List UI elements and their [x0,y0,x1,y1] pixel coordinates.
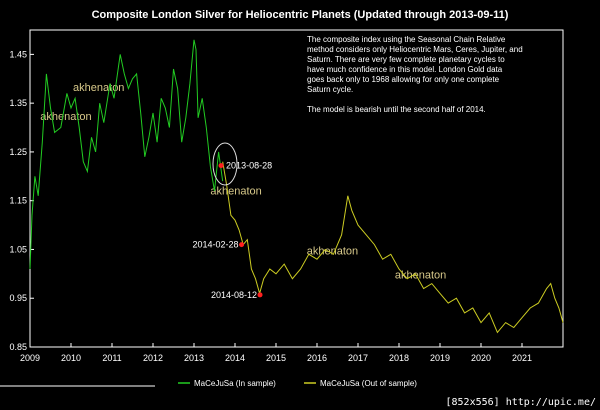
series-line-in-sample [29,39,224,270]
watermark-label: akhenaton [210,185,261,197]
y-tick-label: 1.15 [9,196,27,206]
legend-label: MaCeJuSa (Out of sample) [320,379,417,388]
series-lines [29,39,564,334]
highlight-point-label: 2014-02-28 [193,240,239,250]
watermark-label: akhenaton [73,82,124,94]
y-axis: 0.85 0.95 1.05 1.15 1.25 1.35 1.45 [9,49,34,352]
x-tick-label: 2011 [102,353,121,363]
footer-text: [852x556] http://upic.me/ [445,397,596,408]
x-tick-label: 2013 [184,353,204,363]
y-tick-label: 1.25 [9,147,27,157]
annotation-line: Saturn cycle. [307,85,353,94]
watermark-label: akhenaton [395,270,446,282]
plot-area [29,29,564,348]
x-tick-label: 2021 [512,353,532,363]
highlight-ellipse [212,142,238,186]
highlight-points: 2013-08-28 2014-02-28 2014-08-12 [193,161,273,300]
annotation-line: The model is bearish until the second ha… [307,105,486,114]
y-tick-label: 1.05 [9,244,27,254]
annotation-line: goes back only to 1968 allowing for only… [307,75,500,84]
x-tick-label: 2009 [20,353,40,363]
annotation-line: Saturn. There are very few complete plan… [307,55,505,64]
x-tick-label: 2019 [430,353,450,363]
highlight-point-label: 2014-08-12 [211,290,257,300]
footer-bar [440,392,600,410]
x-tick-label: 2020 [471,353,491,363]
annotation-text: The composite index using the Seasonal C… [307,35,523,114]
x-tick-label: 2018 [389,353,409,363]
y-tick-label: 1.45 [9,49,27,59]
x-tick-label: 2012 [143,353,163,363]
watermark-label: akhenaton [307,245,358,257]
highlight-point-label: 2013-08-28 [226,161,272,171]
x-tick-label: 2015 [266,353,286,363]
watermark-label: akhenaton [40,111,91,123]
x-tick-label: 2016 [307,353,327,363]
y-tick-label: 1.35 [9,98,27,108]
y-tick-label: 0.95 [9,293,27,303]
series-line-out-of-sample [222,161,564,334]
legend-label: MaCeJuSa (In sample) [194,379,276,388]
highlight-point [257,292,263,298]
x-tick-label: 2017 [348,353,368,363]
x-axis: 2009 2010 2011 2012 2013 2014 2015 2016 2017 2018… [20,343,532,363]
highlight-point [218,163,224,169]
x-tick-label: 2014 [225,353,245,363]
highlight-point [239,242,245,248]
x-tick-label: 2010 [61,353,81,363]
annotation-line: The composite index using the Seasonal C… [307,35,506,44]
chart-title: Composite London Silver for Heliocentric… [92,9,509,21]
y-tick-label: 0.85 [9,342,27,352]
legend: MaCeJuSa (In sample) MaCeJuSa (Out of sam… [178,379,417,388]
annotation-line: have much confidence in this model. Lond… [307,65,503,74]
annotation-line: method considers only Heliocentric Mars,… [307,45,523,54]
